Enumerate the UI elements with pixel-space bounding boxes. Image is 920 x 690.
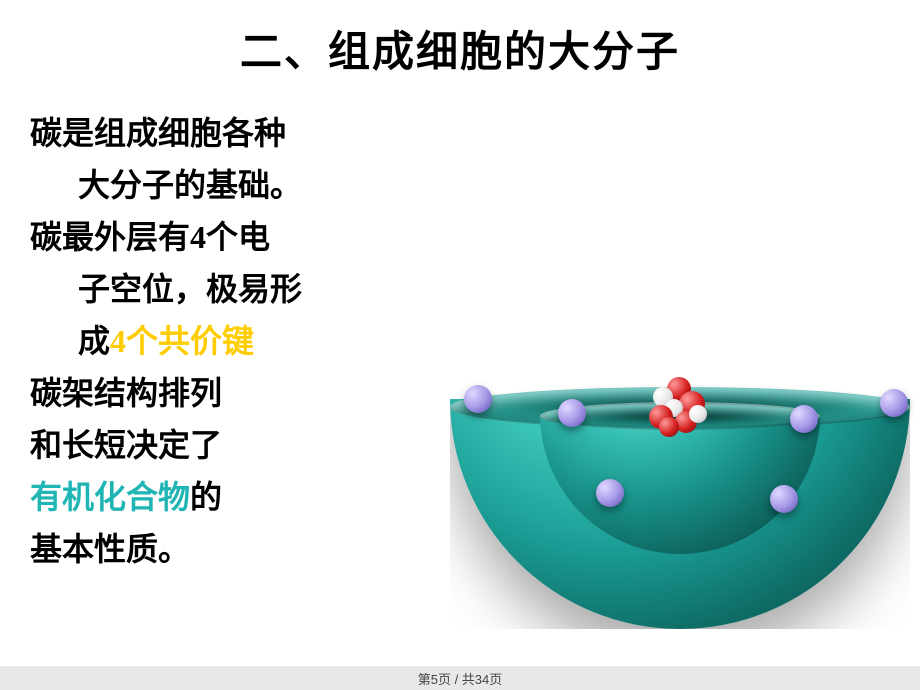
text-span: 成 — [78, 323, 110, 359]
para-2-line-3: 成4个共价键 — [30, 317, 410, 365]
page-title: 二、组成细胞的大分子 — [0, 0, 920, 79]
electron — [596, 479, 624, 507]
para-1-line-2: 大分子的基础。 — [30, 161, 410, 209]
para-5: 有机化合物的 — [30, 473, 410, 521]
para-6: 基本性质。 — [30, 525, 410, 573]
electron — [790, 405, 818, 433]
highlight-organic-compound: 有机化合物 — [30, 479, 190, 515]
para-1-line-1: 碳是组成细胞各种 — [30, 109, 410, 157]
atom-diagram — [410, 109, 900, 589]
electron — [770, 485, 798, 513]
text-block: 碳是组成细胞各种 大分子的基础。 碳最外层有4个电 子空位，极易形 成4个共价键… — [30, 109, 410, 589]
para-4: 和长短决定了 — [30, 421, 410, 469]
electron — [464, 385, 492, 413]
para-2-line-1: 碳最外层有4个电 — [30, 213, 410, 261]
nucleus-particle — [659, 417, 679, 437]
text-span: 碳最外层有 — [30, 219, 190, 255]
highlight-covalent-bonds: 4个共价键 — [110, 323, 254, 359]
text-span: 的 — [190, 479, 222, 515]
nucleus-particle — [689, 405, 707, 423]
content-area: 碳是组成细胞各种 大分子的基础。 碳最外层有4个电 子空位，极易形 成4个共价键… — [0, 79, 920, 609]
electron — [880, 389, 908, 417]
para-3: 碳架结构排列 — [30, 369, 410, 417]
nucleus — [645, 369, 715, 439]
footer-page-indicator: 第5页 / 共34页 — [0, 666, 920, 690]
text-span: 个电 — [206, 219, 270, 255]
bold-number: 4 — [190, 219, 206, 255]
para-2-line-2: 子空位，极易形 — [30, 265, 410, 313]
electron — [558, 399, 586, 427]
